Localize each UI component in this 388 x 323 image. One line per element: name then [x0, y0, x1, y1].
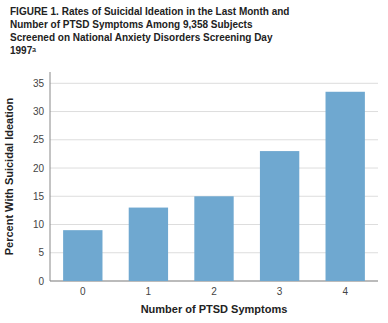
x-ticks: 0 1 2 3 4	[80, 286, 348, 297]
y-tick-label: 35	[33, 78, 45, 89]
title: FIGURE 1. Rates of Suicidal Ideation in …	[10, 6, 289, 56]
x-tick-label: 1	[146, 286, 152, 297]
y-tick-label: 0	[38, 276, 44, 287]
grid	[50, 83, 378, 281]
y-ticks: 0 5 10 15 20 25 30 35	[33, 78, 45, 287]
title-line: Number of PTSD Symptoms Among 9,358 Subj…	[10, 19, 253, 30]
bar	[63, 230, 102, 281]
x-tick-label: 2	[211, 286, 217, 297]
y-tick-label: 10	[33, 219, 45, 230]
title-line: 1997ᵃ	[10, 45, 36, 56]
y-tick-label: 5	[38, 247, 44, 258]
y-tick-label: 20	[33, 163, 45, 174]
y-axis-line	[50, 72, 51, 281]
x-tick-label: 4	[342, 286, 348, 297]
x-tick-label: 3	[277, 286, 283, 297]
grid-line	[50, 83, 378, 84]
bars	[63, 92, 365, 281]
bar	[194, 196, 233, 281]
chart: FIGURE 1. Rates of Suicidal Ideation in …	[0, 0, 388, 323]
bar	[326, 92, 365, 281]
y-tick-label: 25	[33, 134, 45, 145]
y-tick-label: 30	[33, 106, 45, 117]
x-axis-label: Number of PTSD Symptoms	[141, 303, 288, 315]
y-tick-label: 15	[33, 191, 45, 202]
title-line: Screened on National Anxiety Disorders S…	[10, 32, 273, 43]
x-tick-label: 0	[80, 286, 86, 297]
title-line: FIGURE 1. Rates of Suicidal Ideation in …	[10, 6, 289, 17]
y-axis-label: Percent With Suicidal Ideation	[3, 97, 15, 255]
bar	[129, 208, 168, 281]
bar	[260, 151, 299, 281]
